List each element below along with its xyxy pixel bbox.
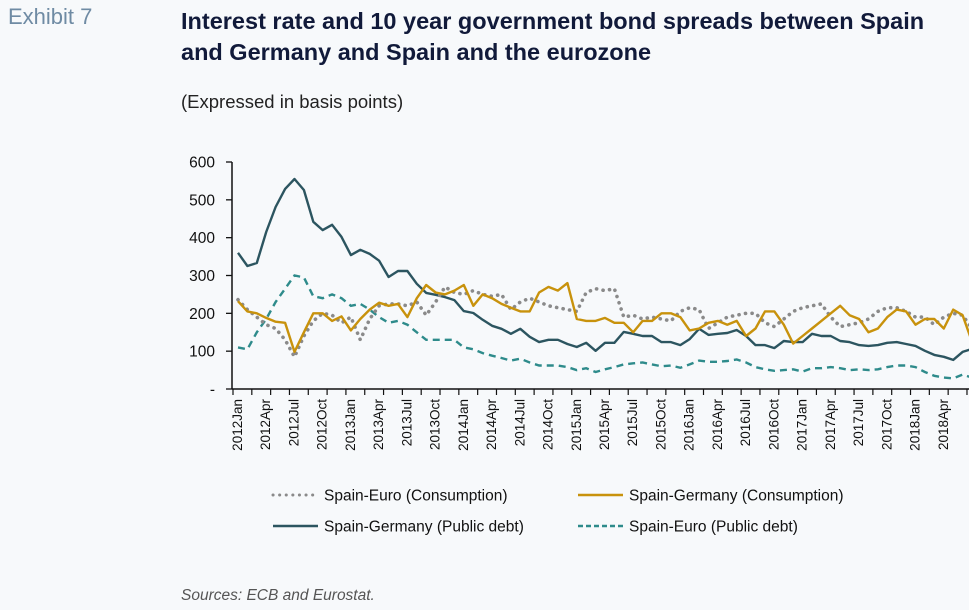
y-tick-label: 300 — [189, 268, 215, 285]
x-tick-label: 2012Oct — [315, 399, 330, 450]
series-group — [236, 177, 969, 380]
exhibit-label: Exhibit 7 — [8, 4, 93, 29]
x-tick-label: 2014Jan — [456, 399, 471, 451]
y-tick-label: - — [210, 382, 215, 399]
x-tick-label: 2016Jan — [682, 399, 697, 451]
x-tick-label: 2016Jul — [738, 399, 753, 446]
x-tick-label: 2013Oct — [428, 399, 443, 450]
series-line-spain-euro-consumption — [236, 284, 969, 361]
x-tick-label: 2013Jan — [343, 399, 358, 451]
chart-subtitle: (Expressed in basis points) — [181, 91, 404, 112]
legend-label-spain-germany-public-debt: Spain-Germany (Public debt) — [324, 519, 524, 536]
x-tick-label: 2015Jul — [625, 399, 640, 446]
x-tick-label: 2015Oct — [653, 399, 668, 450]
x-tick-label: 2017Oct — [879, 399, 894, 450]
x-tick-label: 2016Oct — [766, 399, 781, 450]
x-tick-label: 2018Apr — [936, 399, 951, 451]
legend-label-spain-euro-consumption: Spain-Euro (Consumption) — [324, 488, 508, 505]
chart-title: Interest rate and 10 year government bon… — [181, 8, 925, 65]
x-tick-label: 2015Jan — [569, 399, 584, 451]
x-tick-label: 2014Oct — [541, 399, 556, 450]
x-tick-label: 2017Jan — [795, 399, 810, 451]
y-tick-label: 500 — [189, 192, 215, 209]
x-tick-label: 2017Apr — [823, 399, 838, 451]
series-line-spain-germany-consumption — [237, 281, 969, 354]
series-line-spain-euro-public-debt — [237, 274, 969, 380]
x-tick-label: 2016Apr — [710, 399, 725, 451]
x-tick-label: 2012Jul — [286, 399, 301, 446]
sources-note: Sources: ECB and Eurostat. — [181, 587, 375, 604]
legend-label-spain-germany-consumption: Spain-Germany (Consumption) — [629, 488, 844, 505]
x-tick-label: 2014Apr — [484, 399, 499, 451]
x-tick-label: 2013Apr — [371, 399, 386, 451]
x-axis: 2012Jan 2012Apr 2012Jul 2012Oct 2013Jan 2013A… — [230, 388, 969, 451]
legend-label-spain-euro-public-debt: Spain-Euro (Public debt) — [629, 519, 798, 536]
x-tick-label: 2013Jul — [399, 399, 414, 446]
legend: Spain-Euro (Consumption) Spain-Germany (C… — [271, 488, 844, 536]
series-line-spain-germany-public-debt — [237, 177, 969, 362]
y-tick-label: 600 — [189, 155, 215, 172]
x-tick-label: 2012Jan — [230, 399, 245, 451]
y-tick-label: 400 — [189, 230, 215, 247]
x-tick-label: 2017Jul — [851, 399, 866, 446]
x-tick-label: 2012Apr — [258, 399, 273, 451]
y-tick-label: 200 — [189, 306, 215, 323]
x-tick-label: 2014Jul — [512, 399, 527, 446]
y-tick-label: 100 — [189, 344, 215, 361]
x-tick-label: 2018Jan — [908, 399, 923, 451]
y-axis: - 100 200 300 400 500 600 — [189, 155, 233, 399]
x-tick-label: 2015Apr — [597, 399, 612, 451]
